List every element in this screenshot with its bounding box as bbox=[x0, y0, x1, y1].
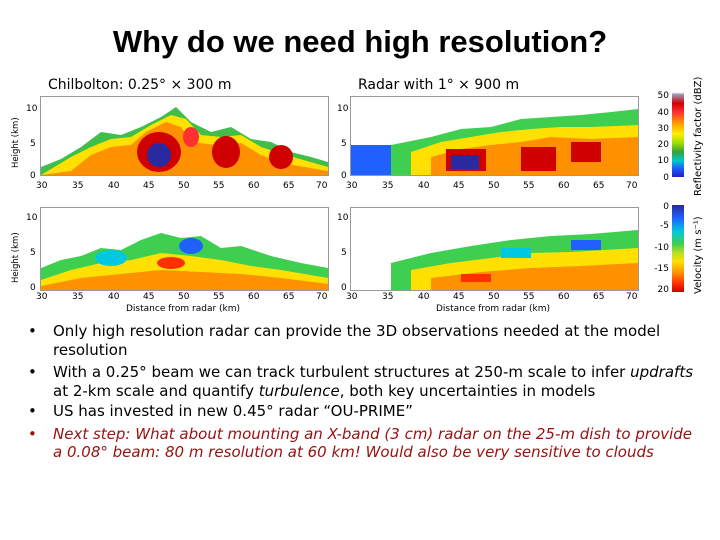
bullet-item: US has invested in new 0.45° radar “OU-P… bbox=[28, 402, 700, 421]
y-tick: 10 bbox=[337, 104, 349, 114]
panel-high-res-velocity bbox=[40, 207, 329, 291]
y-axis-label-bottom: Height (km) bbox=[11, 232, 21, 283]
y-tick: 10 bbox=[26, 104, 38, 114]
plot-low-res-reflectivity bbox=[351, 109, 638, 175]
bullet-text: , both key uncertainties in models bbox=[339, 381, 596, 400]
x-tick: 65 bbox=[283, 181, 295, 191]
reflectivity-tick: 30 bbox=[657, 124, 669, 134]
plot-high-res-reflectivity bbox=[41, 107, 328, 175]
velocity-colorbar-label: Velocity (m s⁻¹) bbox=[693, 216, 704, 294]
x-tick: 60 bbox=[558, 181, 570, 191]
x-tick: 45 bbox=[143, 181, 155, 191]
y-tick: 5 bbox=[30, 139, 36, 149]
plot-low-res-velocity bbox=[391, 230, 638, 290]
reflectivity-tick: 0 bbox=[663, 173, 669, 183]
reflectivity-tick: 50 bbox=[657, 91, 669, 101]
right-panel-title: Radar with 1° × 900 m bbox=[358, 77, 520, 93]
y-tick: 0 bbox=[30, 283, 36, 293]
x-tick: 55 bbox=[523, 292, 535, 302]
x-tick: 45 bbox=[143, 292, 155, 302]
plot-high-res-velocity bbox=[41, 233, 328, 290]
y-tick: 0 bbox=[30, 171, 36, 181]
bullet-text: Next step: What about mounting an X-band… bbox=[53, 424, 693, 462]
x-tick: 65 bbox=[593, 181, 605, 191]
velocity-colorbar bbox=[672, 205, 684, 292]
x-tick: 35 bbox=[72, 292, 84, 302]
x-tick: 60 bbox=[558, 292, 570, 302]
x-tick: 55 bbox=[523, 181, 535, 191]
reflectivity-tick: 10 bbox=[657, 156, 669, 166]
y-tick: 10 bbox=[337, 213, 349, 223]
bullet-emphasis: updrafts bbox=[630, 363, 694, 381]
x-tick: 40 bbox=[418, 292, 430, 302]
x-tick: 40 bbox=[108, 292, 120, 302]
x-tick: 45 bbox=[453, 292, 465, 302]
x-tick: 55 bbox=[213, 292, 225, 302]
x-tick: 70 bbox=[626, 181, 638, 191]
y-tick: 10 bbox=[26, 213, 38, 223]
x-tick: 65 bbox=[593, 292, 605, 302]
x-tick: 40 bbox=[108, 181, 120, 191]
y-tick: 5 bbox=[30, 248, 36, 258]
velocity-tick: -15 bbox=[654, 264, 669, 274]
bullet-emphasis: turbulence bbox=[258, 381, 340, 400]
reflectivity-tick: 20 bbox=[657, 140, 669, 150]
reflectivity-colorbar bbox=[672, 87, 684, 177]
bullet-text: US has invested in new 0.45° radar “OU-P… bbox=[53, 402, 413, 420]
bullet-text: at 2-km scale and quantify bbox=[53, 381, 259, 400]
velocity-tick: 0 bbox=[663, 202, 669, 212]
velocity-tick: -5 bbox=[660, 221, 669, 231]
y-axis-label-top: Height (km) bbox=[11, 117, 21, 168]
x-tick: 70 bbox=[316, 292, 328, 302]
x-tick: 60 bbox=[248, 181, 260, 191]
reflectivity-colorbar-label: Reflectivity factor (dBZ) bbox=[693, 76, 704, 196]
panel-low-res-velocity bbox=[350, 207, 639, 291]
x-tick: 65 bbox=[283, 292, 295, 302]
velocity-tick: -10 bbox=[654, 243, 669, 253]
x-tick: 70 bbox=[626, 292, 638, 302]
y-tick: 0 bbox=[341, 283, 347, 293]
x-tick: 40 bbox=[418, 181, 430, 191]
x-tick: 50 bbox=[178, 292, 190, 302]
reflectivity-tick: 40 bbox=[657, 108, 669, 118]
bullet-item: Only high resolution radar can provide t… bbox=[28, 322, 700, 359]
panel-high-res-reflectivity bbox=[40, 96, 329, 176]
x-tick: 35 bbox=[382, 181, 394, 191]
x-tick: 45 bbox=[453, 181, 465, 191]
x-tick: 70 bbox=[316, 181, 328, 191]
x-tick: 55 bbox=[213, 181, 225, 191]
x-axis-label-right: Distance from radar (km) bbox=[436, 304, 551, 314]
x-axis-label-left: Distance from radar (km) bbox=[126, 304, 241, 314]
y-tick: 0 bbox=[341, 171, 347, 181]
x-tick: 35 bbox=[72, 181, 84, 191]
x-tick: 50 bbox=[488, 292, 500, 302]
x-tick: 30 bbox=[346, 292, 358, 302]
x-tick: 35 bbox=[382, 292, 394, 302]
x-tick: 50 bbox=[488, 181, 500, 191]
slide-title: Why do we need high resolution? bbox=[112, 24, 608, 59]
x-tick: 30 bbox=[36, 292, 48, 302]
velocity-tick: 20 bbox=[657, 285, 669, 295]
y-tick: 5 bbox=[341, 139, 347, 149]
bullet-item: With a 0.25° beam we can track turbulent… bbox=[28, 363, 700, 400]
bullet-list: Only high resolution radar can provide t… bbox=[28, 322, 700, 462]
x-tick: 60 bbox=[248, 292, 260, 302]
y-tick: 5 bbox=[341, 248, 347, 258]
bullet-text: With a 0.25° beam we can track turbulent… bbox=[53, 363, 631, 381]
x-tick: 50 bbox=[178, 181, 190, 191]
x-tick: 30 bbox=[36, 181, 48, 191]
left-panel-title: Chilbolton: 0.25° × 300 m bbox=[48, 77, 232, 93]
panel-low-res-reflectivity bbox=[350, 96, 639, 176]
x-tick: 30 bbox=[346, 181, 358, 191]
bullet-text: Only high resolution radar can provide t… bbox=[53, 322, 661, 359]
bullet-item: Next step: What about mounting an X-band… bbox=[28, 425, 700, 462]
